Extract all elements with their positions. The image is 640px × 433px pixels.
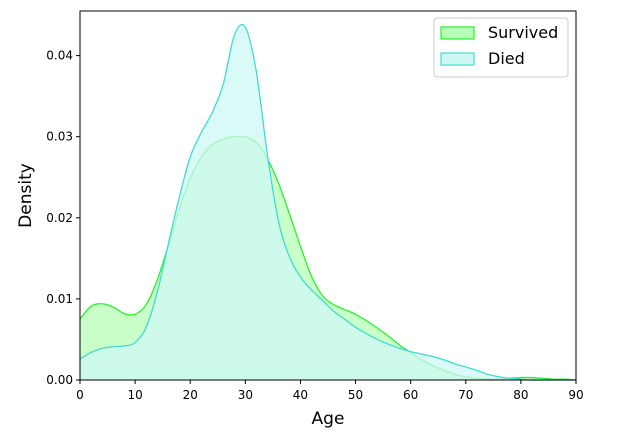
legend: Survived Died [433,17,569,78]
x-tick-label: 0 [76,388,84,402]
died-density-line [79,23,576,381]
x-tick-label: 90 [568,388,583,402]
x-tick-label: 60 [403,388,418,402]
legend-swatch-survived [440,26,475,40]
y-tick-label: 0.04 [46,49,73,63]
plot-area [79,10,577,381]
density-areas [79,23,577,381]
y-tick-label: 0.01 [46,292,73,306]
x-axis-ticks: 0 10 20 30 40 50 60 70 80 90 [76,380,584,402]
x-tick-label: 50 [348,388,363,402]
legend-label-died: Died [488,49,525,68]
y-tick-label: 0.03 [46,130,73,144]
x-tick-label: 20 [183,388,198,402]
x-tick-label: 40 [293,388,308,402]
y-axis-label: Density [16,163,36,228]
x-axis-label: Age [312,409,345,429]
died-density-fill [80,24,576,381]
x-tick-label: 30 [238,388,253,402]
axes-frame [79,10,577,381]
legend-swatch-died [440,52,475,66]
x-tick-label: 70 [458,388,473,402]
x-tick-label: 10 [127,388,142,402]
y-axis-ticks: 0.00 0.01 0.02 0.03 0.04 [46,49,80,387]
legend-label-survived: Survived [488,23,558,42]
x-tick-label: 80 [513,388,528,402]
y-tick-label: 0.02 [46,211,73,225]
y-tick-label: 0.00 [46,373,73,387]
